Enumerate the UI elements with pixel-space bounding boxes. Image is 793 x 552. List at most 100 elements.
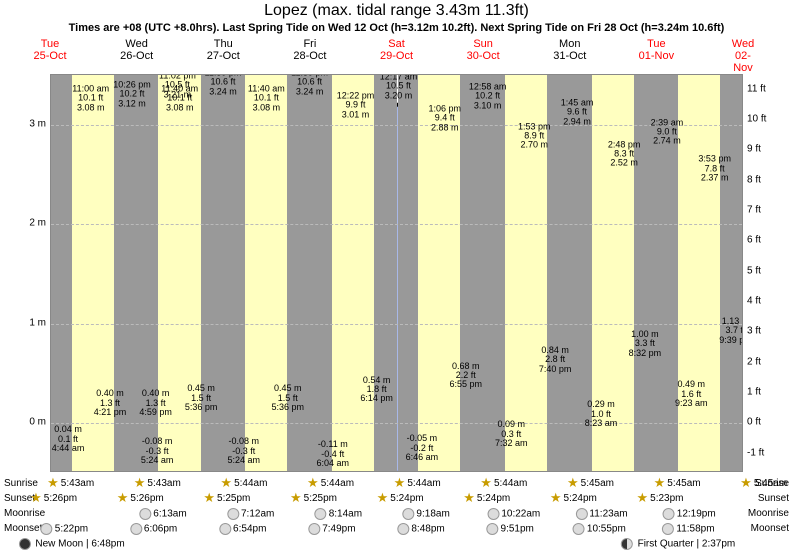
row-sunset-cell: ★5:26pm	[30, 493, 77, 504]
chart-area: Tue25-OctWed26-OctThu27-OctFri28-OctSat2…	[0, 38, 793, 478]
moon-icon	[41, 523, 53, 535]
time-text: 5:24pm	[390, 493, 423, 504]
day-header-cell: Mon31-Oct	[553, 38, 586, 62]
footer-table: Sunrise Sunrise ★5:43am★5:43am★5:44am★5:…	[0, 478, 793, 552]
time-text: 6:06pm	[144, 524, 177, 535]
moon-icon	[573, 523, 585, 535]
time-text: 8:48pm	[411, 524, 444, 535]
moon-icon	[139, 508, 151, 520]
row-sunrise-cell: ★5:43am	[47, 478, 94, 489]
tide-label: 2:39 am9.0 ft2.74 m	[651, 118, 684, 146]
time-text: 5:44am	[494, 478, 527, 489]
moonphase-label: First Quarter | 2:37pm	[621, 538, 735, 550]
tide-label: 0.54 m1.8 ft6:14 pm	[360, 376, 393, 404]
row-sunset-cell: ★5:25pm	[290, 493, 337, 504]
time-text: 10:22am	[501, 509, 540, 520]
night-band	[460, 75, 484, 471]
gridline	[51, 324, 742, 325]
row-sunrise-cell: ★5:44am	[307, 478, 354, 489]
row-moonset-cell: 11:58pm	[662, 523, 714, 535]
tide-label: -0.08 m-0.3 ft5:24 am	[227, 437, 260, 465]
time-text: 5:43am	[61, 478, 94, 489]
day-band	[418, 75, 460, 471]
moon-icon	[130, 523, 142, 535]
time-text: 11:58pm	[676, 524, 714, 535]
night-band	[374, 75, 398, 471]
row-sunrise-cell: ★5:45am	[567, 478, 614, 489]
tide-label: 11:00 am10.1 ft3.08 m	[72, 84, 109, 112]
star-icon: ★	[220, 478, 232, 488]
moonset-label-left: Moonset	[4, 523, 42, 534]
star-icon: ★	[740, 478, 752, 488]
row-sunset-cell: ★5:23pm	[636, 493, 683, 504]
tide-label: 1.13 m3.7 ft9:39 pm	[719, 317, 743, 345]
row-moonrise-cell: 10:22am	[487, 508, 540, 520]
night-band	[311, 75, 332, 471]
star-icon: ★	[377, 493, 389, 503]
moon-icon	[227, 508, 239, 520]
row-moonset-cell: 8:48pm	[397, 523, 444, 535]
y-tick-right: 3 ft	[747, 326, 761, 337]
y-axis-left: 0 m1 m2 m3 m	[0, 38, 50, 478]
y-tick-left: 1 m	[29, 317, 46, 328]
y-tick-right: 7 ft	[747, 204, 761, 215]
star-icon: ★	[654, 478, 666, 488]
day-header-row: Tue25-OctWed26-OctThu27-OctFri28-OctSat2…	[50, 38, 743, 74]
star-icon: ★	[203, 493, 215, 503]
y-tick-right: 4 ft	[747, 295, 761, 306]
y-tick-right: 6 ft	[747, 235, 761, 246]
tide-label: 11:39 pm10.6 ft3.24 m	[291, 74, 328, 97]
night-band	[720, 75, 743, 471]
night-band	[224, 75, 245, 471]
moon-icon	[663, 508, 675, 520]
tide-label: 1:45 am9.6 ft2.94 m	[561, 98, 594, 126]
y-tick-right: 2 ft	[747, 356, 761, 367]
sunset-label-right: Sunset	[758, 493, 789, 504]
day-header-cell: Thu27-Oct	[207, 38, 240, 62]
night-band	[398, 75, 419, 471]
night-band	[547, 75, 571, 471]
row-moonset-cell: 6:06pm	[130, 523, 177, 535]
tide-label: 0.68 m2.2 ft6:55 pm	[450, 362, 483, 390]
row-moonset-cell: 6:54pm	[219, 523, 266, 535]
star-icon: ★	[307, 478, 319, 488]
time-text: 5:25pm	[304, 493, 337, 504]
time-text: 5:44am	[321, 478, 354, 489]
row-sunrise-cell: ★5:43am	[134, 478, 181, 489]
row-sunrise-cell: ★5:44am	[480, 478, 527, 489]
time-text: 5:24pm	[564, 493, 597, 504]
y-axis-right: -1 ft0 ft1 ft2 ft3 ft4 ft5 ft6 ft7 ft8 f…	[743, 38, 793, 478]
row-sunset-cell: ★5:25pm	[203, 493, 250, 504]
moon-icon	[662, 523, 674, 535]
tide-label: 0.84 m2.8 ft7:40 pm	[539, 346, 572, 374]
star-icon: ★	[550, 493, 562, 503]
time-text: 5:26pm	[44, 493, 77, 504]
time-text: 5:23pm	[650, 493, 683, 504]
tide-label: 11:40 am10.1 ft3.08 m	[248, 84, 285, 112]
row-moonrise-cell: 6:13am	[139, 508, 186, 520]
y-tick-left: 2 m	[29, 218, 46, 229]
row-moonrise-cell: 9:18am	[402, 508, 449, 520]
tide-label: 0.29 m1.0 ft8:23 am	[585, 400, 618, 428]
tide-label: 0.09 m0.3 ft7:32 am	[495, 420, 528, 448]
row-sunrise-cell: ★5:45am	[740, 478, 787, 489]
time-text: 5:22pm	[55, 524, 88, 535]
sunrise-label-left: Sunrise	[4, 478, 38, 489]
time-text: 6:54pm	[233, 524, 266, 535]
y-tick-right: 8 ft	[747, 174, 761, 185]
night-band	[51, 75, 72, 471]
star-icon: ★	[47, 478, 59, 488]
y-tick-left: 3 m	[29, 118, 46, 129]
tide-label: 0.40 m1.3 ft4:21 pm	[94, 389, 127, 417]
moon-icon	[487, 508, 499, 520]
moon-icon	[219, 523, 231, 535]
star-icon: ★	[636, 493, 648, 503]
row-sunset-cell: ★5:24pm	[550, 493, 597, 504]
day-band	[332, 75, 374, 471]
row-sunset-cell: ★5:24pm	[463, 493, 510, 504]
star-icon: ★	[290, 493, 302, 503]
row-moonrise-cell: 7:12am	[227, 508, 274, 520]
time-text: 8:14am	[329, 509, 362, 520]
row-sunrise-cell: ★5:44am	[220, 478, 267, 489]
time-text: 12:19pm	[677, 509, 716, 520]
